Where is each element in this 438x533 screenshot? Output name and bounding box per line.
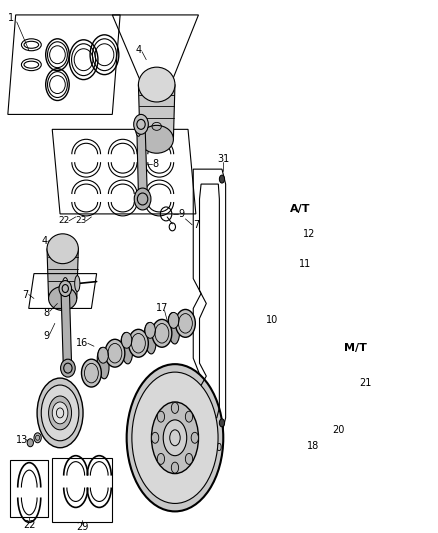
Text: 9: 9 (43, 332, 49, 341)
Ellipse shape (152, 432, 159, 443)
Text: 17: 17 (156, 303, 168, 313)
Ellipse shape (128, 329, 148, 357)
Ellipse shape (52, 402, 68, 424)
Ellipse shape (157, 411, 165, 422)
Text: 8: 8 (152, 159, 159, 169)
Ellipse shape (121, 332, 132, 348)
Ellipse shape (185, 454, 193, 464)
Text: A/T: A/T (290, 204, 311, 214)
Ellipse shape (287, 274, 318, 322)
Ellipse shape (171, 462, 179, 473)
Ellipse shape (169, 312, 179, 328)
Ellipse shape (163, 420, 187, 456)
Ellipse shape (134, 188, 151, 210)
Ellipse shape (105, 340, 125, 367)
Polygon shape (61, 294, 71, 363)
Ellipse shape (291, 259, 299, 271)
Ellipse shape (138, 67, 175, 102)
Text: 15: 15 (56, 383, 68, 393)
Ellipse shape (270, 257, 310, 320)
Text: 22: 22 (23, 520, 35, 530)
Text: 29: 29 (76, 522, 88, 532)
Ellipse shape (191, 432, 198, 443)
Text: 10: 10 (265, 316, 278, 325)
Text: 18: 18 (307, 441, 319, 451)
Ellipse shape (37, 378, 83, 448)
Ellipse shape (312, 397, 333, 429)
Text: M/T: M/T (344, 343, 367, 353)
Text: 7: 7 (22, 289, 28, 300)
Ellipse shape (49, 396, 71, 430)
Ellipse shape (265, 248, 314, 329)
Text: 4: 4 (135, 45, 141, 55)
Ellipse shape (152, 402, 198, 474)
Ellipse shape (132, 372, 218, 504)
Text: 1: 1 (8, 13, 14, 23)
Ellipse shape (59, 280, 71, 296)
Ellipse shape (291, 306, 299, 318)
Polygon shape (47, 249, 78, 298)
Ellipse shape (320, 367, 354, 419)
Ellipse shape (309, 392, 336, 434)
Ellipse shape (60, 359, 75, 377)
Text: 4: 4 (41, 236, 47, 246)
Ellipse shape (145, 322, 155, 338)
Text: 19: 19 (169, 492, 181, 503)
Text: 8: 8 (43, 309, 49, 318)
Ellipse shape (219, 175, 225, 183)
Ellipse shape (34, 433, 41, 443)
Text: 12: 12 (303, 229, 315, 239)
Ellipse shape (98, 347, 108, 363)
Ellipse shape (121, 333, 133, 364)
Ellipse shape (81, 359, 101, 387)
Bar (11, 459, 48, 518)
Text: 31: 31 (217, 154, 229, 164)
Ellipse shape (273, 268, 281, 280)
Ellipse shape (168, 313, 180, 344)
Text: 13: 13 (16, 435, 28, 445)
Ellipse shape (135, 116, 141, 136)
Text: 20: 20 (332, 425, 345, 435)
Text: 21: 21 (360, 378, 372, 388)
Ellipse shape (291, 280, 315, 317)
Ellipse shape (97, 348, 109, 379)
Ellipse shape (219, 419, 225, 427)
Ellipse shape (140, 125, 173, 153)
Ellipse shape (127, 364, 223, 511)
Ellipse shape (273, 297, 281, 309)
Ellipse shape (357, 392, 362, 400)
Ellipse shape (302, 282, 310, 295)
Ellipse shape (75, 276, 80, 292)
Text: 16: 16 (76, 338, 88, 348)
Ellipse shape (171, 402, 179, 414)
Text: 30: 30 (211, 443, 223, 453)
Ellipse shape (144, 322, 156, 354)
Ellipse shape (134, 115, 148, 134)
Polygon shape (138, 85, 175, 139)
Text: 9: 9 (179, 209, 185, 219)
Ellipse shape (176, 310, 195, 337)
Ellipse shape (283, 279, 297, 298)
Ellipse shape (27, 439, 33, 447)
Ellipse shape (152, 319, 172, 347)
Ellipse shape (157, 454, 165, 464)
Text: 11: 11 (300, 259, 312, 269)
Text: 14: 14 (47, 425, 60, 435)
Ellipse shape (185, 411, 193, 422)
Text: 23: 23 (75, 216, 87, 225)
Bar (52, 458, 112, 522)
Text: 22: 22 (58, 216, 69, 225)
Text: 7: 7 (193, 220, 199, 230)
Ellipse shape (324, 373, 350, 413)
Polygon shape (137, 130, 147, 194)
Ellipse shape (62, 278, 68, 295)
Ellipse shape (47, 234, 78, 264)
Ellipse shape (49, 287, 77, 310)
Ellipse shape (41, 385, 79, 441)
